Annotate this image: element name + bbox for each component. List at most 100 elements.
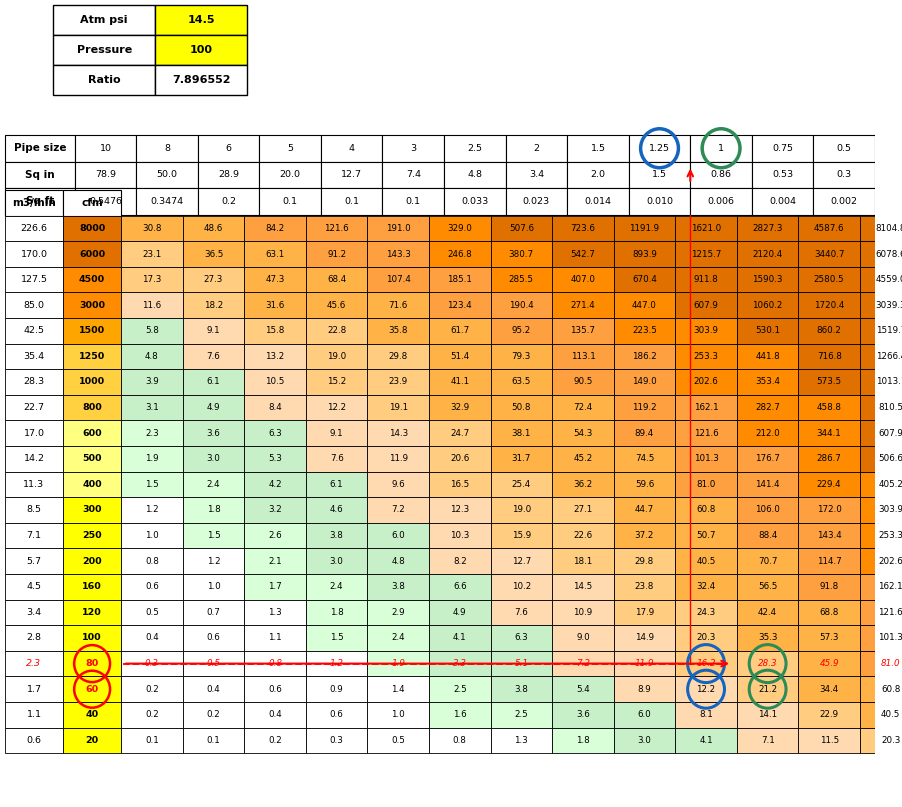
Bar xyxy=(306,728,367,753)
Text: 285.5: 285.5 xyxy=(509,275,533,284)
Text: 1.8: 1.8 xyxy=(329,608,343,617)
Text: 0.8: 0.8 xyxy=(268,659,281,668)
Text: 500: 500 xyxy=(82,454,102,463)
Bar xyxy=(490,702,551,728)
Text: 190.4: 190.4 xyxy=(509,301,533,310)
Text: Pressure: Pressure xyxy=(77,45,132,55)
Bar xyxy=(63,676,121,702)
Text: 185.1: 185.1 xyxy=(446,275,472,284)
Bar xyxy=(63,625,121,650)
Bar xyxy=(859,702,902,728)
Bar xyxy=(306,344,367,369)
Bar xyxy=(367,523,428,549)
Text: 32.4: 32.4 xyxy=(695,583,715,592)
Bar xyxy=(244,523,306,549)
Bar xyxy=(63,344,121,369)
Bar xyxy=(551,625,613,650)
Bar xyxy=(751,161,813,188)
Bar xyxy=(5,523,63,549)
Text: 0.033: 0.033 xyxy=(461,197,488,206)
Text: 1215.7: 1215.7 xyxy=(690,249,721,258)
Text: 4500: 4500 xyxy=(79,275,105,284)
Text: 0.006: 0.006 xyxy=(707,197,733,206)
Bar xyxy=(797,676,859,702)
Bar xyxy=(490,728,551,753)
Text: 286.7: 286.7 xyxy=(815,454,841,463)
Bar xyxy=(5,188,75,215)
Bar xyxy=(566,161,628,188)
Text: 22.8: 22.8 xyxy=(327,326,345,335)
Text: 1.2: 1.2 xyxy=(329,659,344,668)
Bar xyxy=(155,35,247,65)
Text: 14.1: 14.1 xyxy=(757,710,777,719)
Bar xyxy=(244,215,306,241)
Text: 95.2: 95.2 xyxy=(511,326,530,335)
Text: 0.4: 0.4 xyxy=(145,633,159,642)
Bar xyxy=(244,549,306,574)
Text: 91.8: 91.8 xyxy=(819,583,838,592)
Bar xyxy=(306,497,367,523)
Text: 405.2: 405.2 xyxy=(878,480,902,489)
Bar xyxy=(382,135,444,161)
Bar xyxy=(736,395,797,420)
Bar xyxy=(490,215,551,241)
Text: 6: 6 xyxy=(226,144,231,153)
Text: 127.5: 127.5 xyxy=(21,275,48,284)
Bar xyxy=(5,344,63,369)
Bar xyxy=(551,702,613,728)
Bar xyxy=(490,446,551,471)
Text: 23.8: 23.8 xyxy=(634,583,653,592)
Bar xyxy=(813,135,874,161)
Text: 20.6: 20.6 xyxy=(450,454,469,463)
Text: 12.2: 12.2 xyxy=(695,684,714,694)
Bar xyxy=(5,702,63,728)
Text: 0.7: 0.7 xyxy=(207,608,220,617)
Bar xyxy=(675,728,736,753)
Bar xyxy=(367,728,428,753)
Bar xyxy=(63,420,121,446)
Bar xyxy=(5,369,63,395)
Bar xyxy=(859,369,902,395)
Bar xyxy=(182,650,244,676)
Bar xyxy=(490,267,551,292)
Text: 50.8: 50.8 xyxy=(511,404,530,412)
Bar xyxy=(75,188,136,215)
Bar xyxy=(551,369,613,395)
Text: 57.3: 57.3 xyxy=(818,633,838,642)
Text: 13.2: 13.2 xyxy=(265,352,284,361)
Bar xyxy=(121,215,182,241)
Bar xyxy=(613,241,675,267)
Text: 911.8: 911.8 xyxy=(693,275,718,284)
Text: 0.004: 0.004 xyxy=(769,197,796,206)
Text: 2580.5: 2580.5 xyxy=(813,275,843,284)
Bar xyxy=(121,650,182,676)
Text: 607.9: 607.9 xyxy=(878,429,902,437)
Text: 1500: 1500 xyxy=(79,326,105,335)
Text: 1.9: 1.9 xyxy=(145,454,159,463)
Text: 1.25: 1.25 xyxy=(649,144,669,153)
Text: 3039.3: 3039.3 xyxy=(874,301,902,310)
Bar xyxy=(444,161,505,188)
Text: 68.8: 68.8 xyxy=(819,608,838,617)
Text: 1.6: 1.6 xyxy=(453,710,466,719)
Bar xyxy=(367,549,428,574)
Text: 100: 100 xyxy=(82,633,102,642)
Text: 6.3: 6.3 xyxy=(268,429,281,437)
Text: 162.1: 162.1 xyxy=(693,404,718,412)
Bar xyxy=(566,188,628,215)
Text: 4.1: 4.1 xyxy=(698,736,712,745)
Text: 6.1: 6.1 xyxy=(207,378,220,387)
Text: 10.3: 10.3 xyxy=(449,531,469,540)
Text: 0.8: 0.8 xyxy=(145,557,159,566)
Text: 17.9: 17.9 xyxy=(634,608,653,617)
Text: 3.9: 3.9 xyxy=(145,378,159,387)
Bar xyxy=(5,267,63,292)
Text: 1590.3: 1590.3 xyxy=(751,275,782,284)
Text: 5.8: 5.8 xyxy=(145,326,159,335)
Bar xyxy=(551,650,613,676)
Bar xyxy=(121,241,182,267)
Bar xyxy=(859,420,902,446)
Bar xyxy=(675,241,736,267)
Text: 1.1: 1.1 xyxy=(268,633,281,642)
Text: 5.7: 5.7 xyxy=(26,557,41,566)
